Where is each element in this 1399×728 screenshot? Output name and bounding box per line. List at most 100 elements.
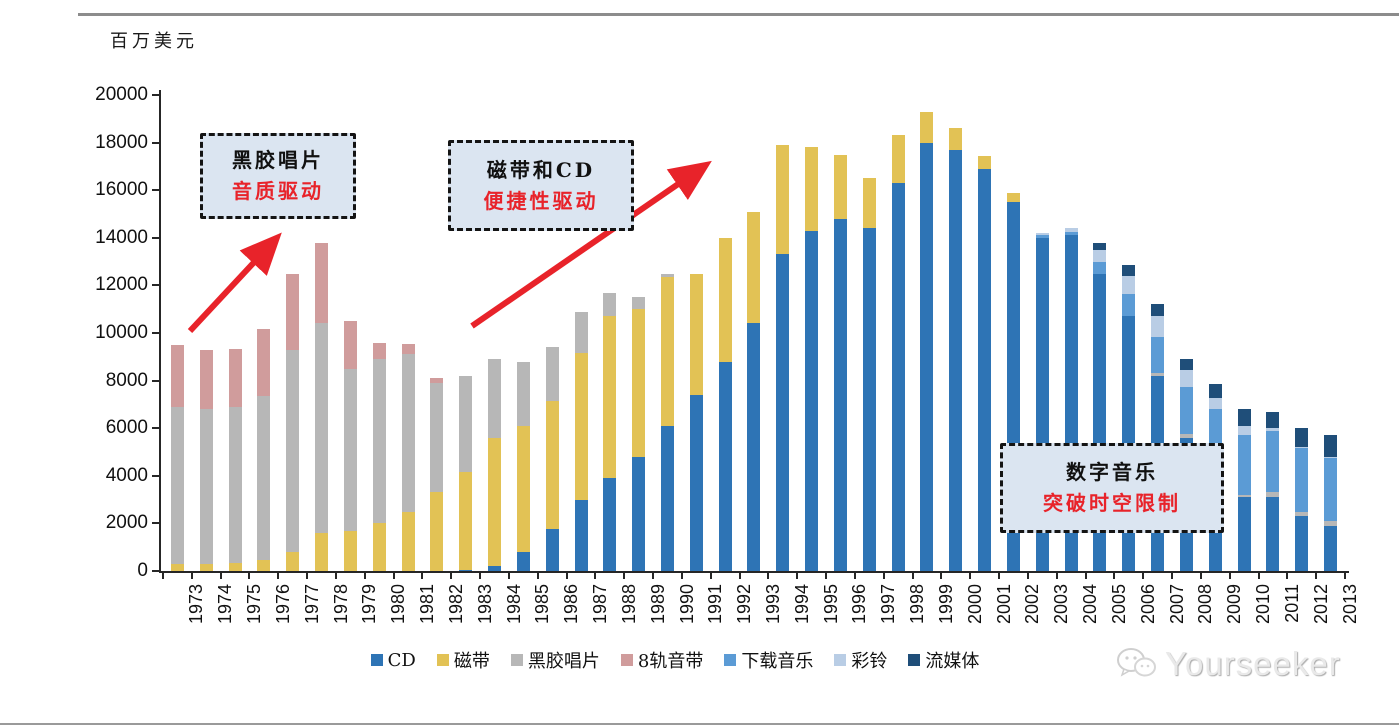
bar-segment [430, 383, 444, 493]
bar-segment [488, 359, 502, 438]
bar-segment [545, 347, 559, 401]
x-axis-tick [565, 573, 568, 579]
x-axis-tick [392, 573, 395, 579]
bar-segment [199, 563, 213, 571]
x-axis-tick [825, 573, 828, 579]
bar-segment [949, 149, 963, 571]
x-axis-label: 1987 [590, 584, 611, 625]
bar-column-1995 [797, 95, 826, 571]
y-axis-tick-label: 18000 [95, 131, 148, 153]
x-axis-label: 2012 [1310, 584, 1331, 625]
legend-label: 8轨音带 [637, 651, 704, 672]
legend-swatch [510, 654, 523, 666]
bar-column-1980 [365, 95, 394, 571]
bar-column-1993 [740, 95, 769, 571]
bar-column-1998 [884, 95, 913, 571]
bar-segment [1266, 411, 1280, 429]
bar-segment [315, 242, 329, 324]
bar-column-1983 [451, 95, 480, 571]
x-axis-label: 1995 [820, 584, 841, 625]
x-axis-label: 2013 [1339, 584, 1360, 625]
y-axis-title: 百万美元 [110, 31, 198, 52]
y-axis-tick-label: 0 [137, 560, 148, 581]
bar-column-1986 [538, 95, 567, 571]
y-axis-tick [152, 427, 159, 430]
bar-column-2013 [1316, 95, 1345, 571]
x-axis-label: 1988 [618, 584, 639, 625]
bar-column-1984 [480, 95, 509, 571]
x-axis-tick [1344, 573, 1346, 579]
x-axis-tick [363, 573, 366, 579]
bar-segment [228, 406, 242, 563]
bar-column-1973 [163, 95, 192, 571]
bar-segment [1266, 430, 1280, 493]
legend-swatch [370, 654, 383, 666]
bar-segment [257, 560, 271, 571]
legend-label: 流媒体 [925, 651, 980, 672]
bar-segment [805, 230, 819, 571]
wechat-icon [1117, 648, 1156, 677]
y-axis-tick-label: 14000 [95, 226, 148, 248]
bar-segment [1266, 492, 1280, 498]
bar-segment [920, 142, 934, 571]
bar-column-1978 [307, 95, 336, 571]
x-axis-tick [1171, 573, 1174, 579]
bar-segment [1064, 231, 1078, 236]
x-axis-tick [853, 573, 856, 579]
x-axis-tick [1026, 573, 1029, 579]
x-axis-tick [1228, 573, 1231, 579]
y-axis-tick-label: 4000 [105, 464, 148, 486]
bar-column-1999 [913, 95, 942, 571]
bar-segment [257, 329, 271, 397]
x-axis-label: 2011 [1281, 584, 1302, 623]
legend-label: 彩铃 [851, 651, 888, 672]
legend-label: CD [387, 649, 416, 671]
x-axis-tick [940, 573, 943, 579]
x-axis-label: 1992 [734, 584, 755, 625]
bar-column-2001 [970, 95, 999, 571]
bar-segment [459, 375, 473, 472]
y-axis-line [159, 90, 161, 573]
x-axis-tick [1286, 573, 1289, 579]
bar-segment [776, 145, 790, 255]
bar-segment [1151, 304, 1165, 317]
top-divider [78, 13, 1399, 16]
bar-column-1992 [711, 95, 740, 571]
bar-segment [1295, 448, 1309, 512]
x-axis-label: 2008 [1195, 584, 1216, 625]
bar-segment [1093, 261, 1107, 274]
x-axis-label: 1980 [388, 584, 409, 625]
bar-column-2010 [1230, 95, 1259, 571]
x-axis-tick [248, 573, 251, 579]
bar-segment [401, 354, 415, 512]
bar-segment [833, 154, 847, 219]
bar-segment [978, 168, 992, 571]
x-axis-label: 1989 [647, 584, 668, 625]
bar-segment [776, 254, 790, 571]
bar-segment [1179, 369, 1193, 387]
bar-segment [632, 456, 646, 571]
x-axis-label: 1993 [763, 584, 783, 625]
legend-swatch [908, 654, 921, 666]
bar-segment [603, 316, 617, 479]
bar-segment [1295, 516, 1309, 571]
x-axis-label: 1997 [878, 584, 899, 625]
bar-segment [1035, 233, 1049, 236]
bar-segment [170, 406, 184, 564]
bar-segment [747, 211, 761, 324]
bar-segment [1295, 428, 1309, 448]
x-axis-label: 2001 [993, 584, 1014, 625]
bar-column-2011 [1258, 95, 1287, 571]
x-axis-tick [421, 573, 424, 579]
bar-segment [1093, 242, 1107, 250]
legend-swatch [620, 654, 633, 666]
legend-swatch [724, 654, 737, 666]
bar-segment [660, 277, 674, 426]
bar-segment [1237, 494, 1251, 498]
x-axis-tick [796, 573, 799, 579]
x-axis-tick [680, 573, 683, 579]
bar-segment [343, 530, 357, 571]
bar-segment [228, 348, 242, 407]
bar-segment [257, 396, 271, 561]
callout-vinyl-title: 黑胶唱片 [232, 148, 324, 172]
